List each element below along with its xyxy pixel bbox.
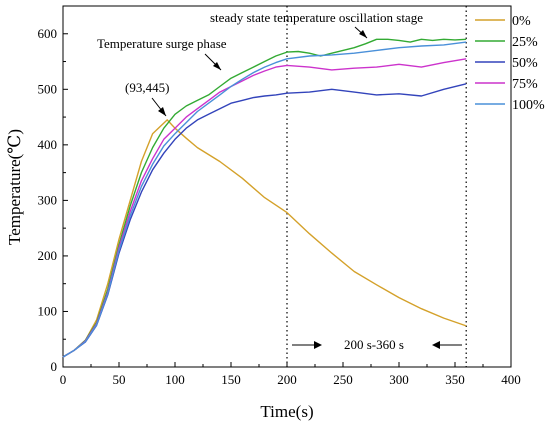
- x-tick-label-8: 400: [501, 372, 521, 387]
- surge-phase-label: Temperature surge phase: [97, 36, 227, 51]
- legend-label-0: 0%: [512, 14, 531, 29]
- series-line-3: [62, 58, 467, 358]
- x-tick-label-3: 150: [221, 372, 241, 387]
- series-line-4: [62, 41, 467, 358]
- legend-label-2: 50%: [512, 56, 538, 71]
- x-tick-label-2: 100: [165, 372, 185, 387]
- series-line-1: [62, 38, 467, 358]
- steady-stage-label: steady state temperature oscillation sta…: [210, 10, 423, 25]
- y-tick-label-5: 500: [38, 81, 58, 96]
- legend: 0% 25% 50% 75% 100%: [475, 14, 545, 113]
- reference-lines: [286, 6, 467, 367]
- x-tick-label-7: 350: [445, 372, 465, 387]
- y-tick-label-4: 400: [38, 137, 58, 152]
- y-tick-label-6: 600: [38, 26, 58, 41]
- range-arrow-right-head: [314, 341, 322, 349]
- x-tick-label-5: 250: [333, 372, 353, 387]
- annotations: (93,445) Temperature surge phase steady …: [97, 10, 462, 352]
- x-tick-label-0: 0: [60, 372, 67, 387]
- legend-label-3: 75%: [512, 77, 538, 92]
- y-tick-label-3: 300: [38, 192, 58, 207]
- y-axis-title: Temperature(℃): [5, 129, 24, 245]
- x-tick-label-4: 200: [277, 372, 297, 387]
- y-tick-label-0: 0: [51, 359, 58, 374]
- peak-label: (93,445): [125, 80, 169, 95]
- series-line-0: [62, 119, 467, 358]
- surge-arrow-head: [213, 62, 221, 70]
- series-line-2: [62, 83, 467, 358]
- x-tick-label-1: 50: [113, 372, 126, 387]
- y-tick-label-2: 200: [38, 248, 58, 263]
- range-label: 200 s-360 s: [344, 337, 404, 352]
- legend-label-4: 100%: [512, 98, 545, 113]
- y-tick-label-1: 100: [38, 303, 58, 318]
- axes: 0 50 100 150 200 250 300 350 400 0 100 200 300 400 500…: [38, 26, 521, 387]
- x-axis-title: Time(s): [260, 402, 313, 421]
- legend-label-1: 25%: [512, 35, 538, 50]
- peak-arrow-head: [158, 107, 166, 116]
- x-tick-label-6: 300: [389, 372, 409, 387]
- series-layer: [62, 38, 467, 358]
- range-arrow-left-head: [432, 341, 440, 349]
- steady-arrow-head: [359, 30, 367, 38]
